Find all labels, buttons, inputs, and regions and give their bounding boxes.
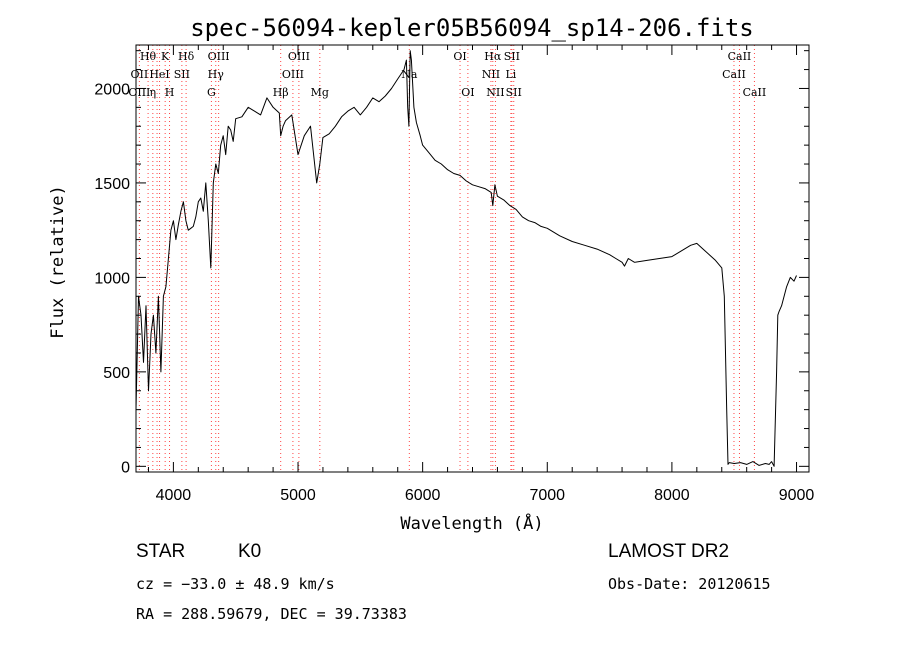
spectral-subclass: K0 <box>238 541 262 562</box>
y-tick-label: 2000 <box>94 81 130 98</box>
x-tick-label: 4000 <box>156 487 192 504</box>
line-label: Mg <box>311 86 329 99</box>
line-label: CaII <box>743 86 767 99</box>
line-label: OIII <box>128 86 150 99</box>
chart-title: spec-56094-kepler05B56094_sp14-206.fits <box>190 14 754 42</box>
line-label: OII <box>131 68 149 81</box>
line-label: SII <box>174 68 190 81</box>
spectrum-line <box>135 50 797 467</box>
observation-date: Obs-Date: 20120615 <box>608 575 771 593</box>
line-label: OIII <box>282 68 304 81</box>
line-label: OI <box>461 86 474 99</box>
line-label: HeI <box>149 68 169 81</box>
line-label: OIII <box>208 50 230 63</box>
y-tick-label: 0 <box>121 459 130 476</box>
object-type: STAR <box>136 541 186 562</box>
emission-line-labels: Hθ OII OIII HeI η K SII H Hδ OIII Hγ G OIII OIII Hβ Mg N… <box>128 50 766 99</box>
line-label: G <box>207 86 216 99</box>
line-label: Hβ <box>273 86 289 99</box>
y-axis: 0 500 1000 1500 2000 <box>94 50 809 476</box>
y-tick-label: 500 <box>103 365 130 382</box>
line-label: SII <box>504 50 520 63</box>
line-label: Li <box>505 68 516 81</box>
survey-name: LAMOST DR2 <box>608 541 730 562</box>
line-label: NII <box>486 86 504 99</box>
coordinates: RA = 288.59679, DEC = 39.73383 <box>136 605 407 623</box>
line-label: η <box>150 86 157 99</box>
x-tick-label: 8000 <box>654 487 690 504</box>
line-label: K <box>161 50 170 63</box>
line-label: OIII <box>288 50 310 63</box>
x-tick-label: 9000 <box>779 487 815 504</box>
x-axis-label: Wavelength (Å) <box>400 512 543 534</box>
line-label: H <box>165 86 175 99</box>
line-label: Hθ <box>140 50 157 63</box>
line-label: CaII <box>722 68 746 81</box>
line-label: Hα <box>484 50 502 63</box>
y-axis-label: Flux (relative) <box>48 185 68 339</box>
x-tick-label: 5000 <box>280 487 316 504</box>
y-tick-label: 1500 <box>94 176 130 193</box>
line-label: Hγ <box>208 68 225 81</box>
x-tick-label: 6000 <box>405 487 441 504</box>
line-label: NII <box>482 68 500 81</box>
line-label: Hδ <box>178 50 195 63</box>
line-label: SII <box>506 86 522 99</box>
plot-frame <box>135 44 810 473</box>
x-tick-label: 7000 <box>529 487 565 504</box>
velocity-info: cz = −33.0 ± 48.9 km/s <box>136 575 335 593</box>
line-label: CaII <box>728 50 752 63</box>
line-label: OI <box>453 50 466 63</box>
x-axis: 4000 5000 6000 7000 8000 9000 <box>147 45 815 504</box>
y-tick-label: 1000 <box>94 270 130 287</box>
